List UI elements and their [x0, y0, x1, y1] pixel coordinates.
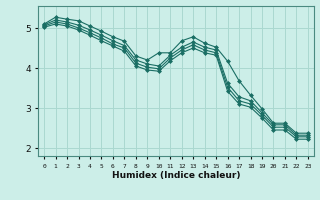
X-axis label: Humidex (Indice chaleur): Humidex (Indice chaleur)	[112, 171, 240, 180]
